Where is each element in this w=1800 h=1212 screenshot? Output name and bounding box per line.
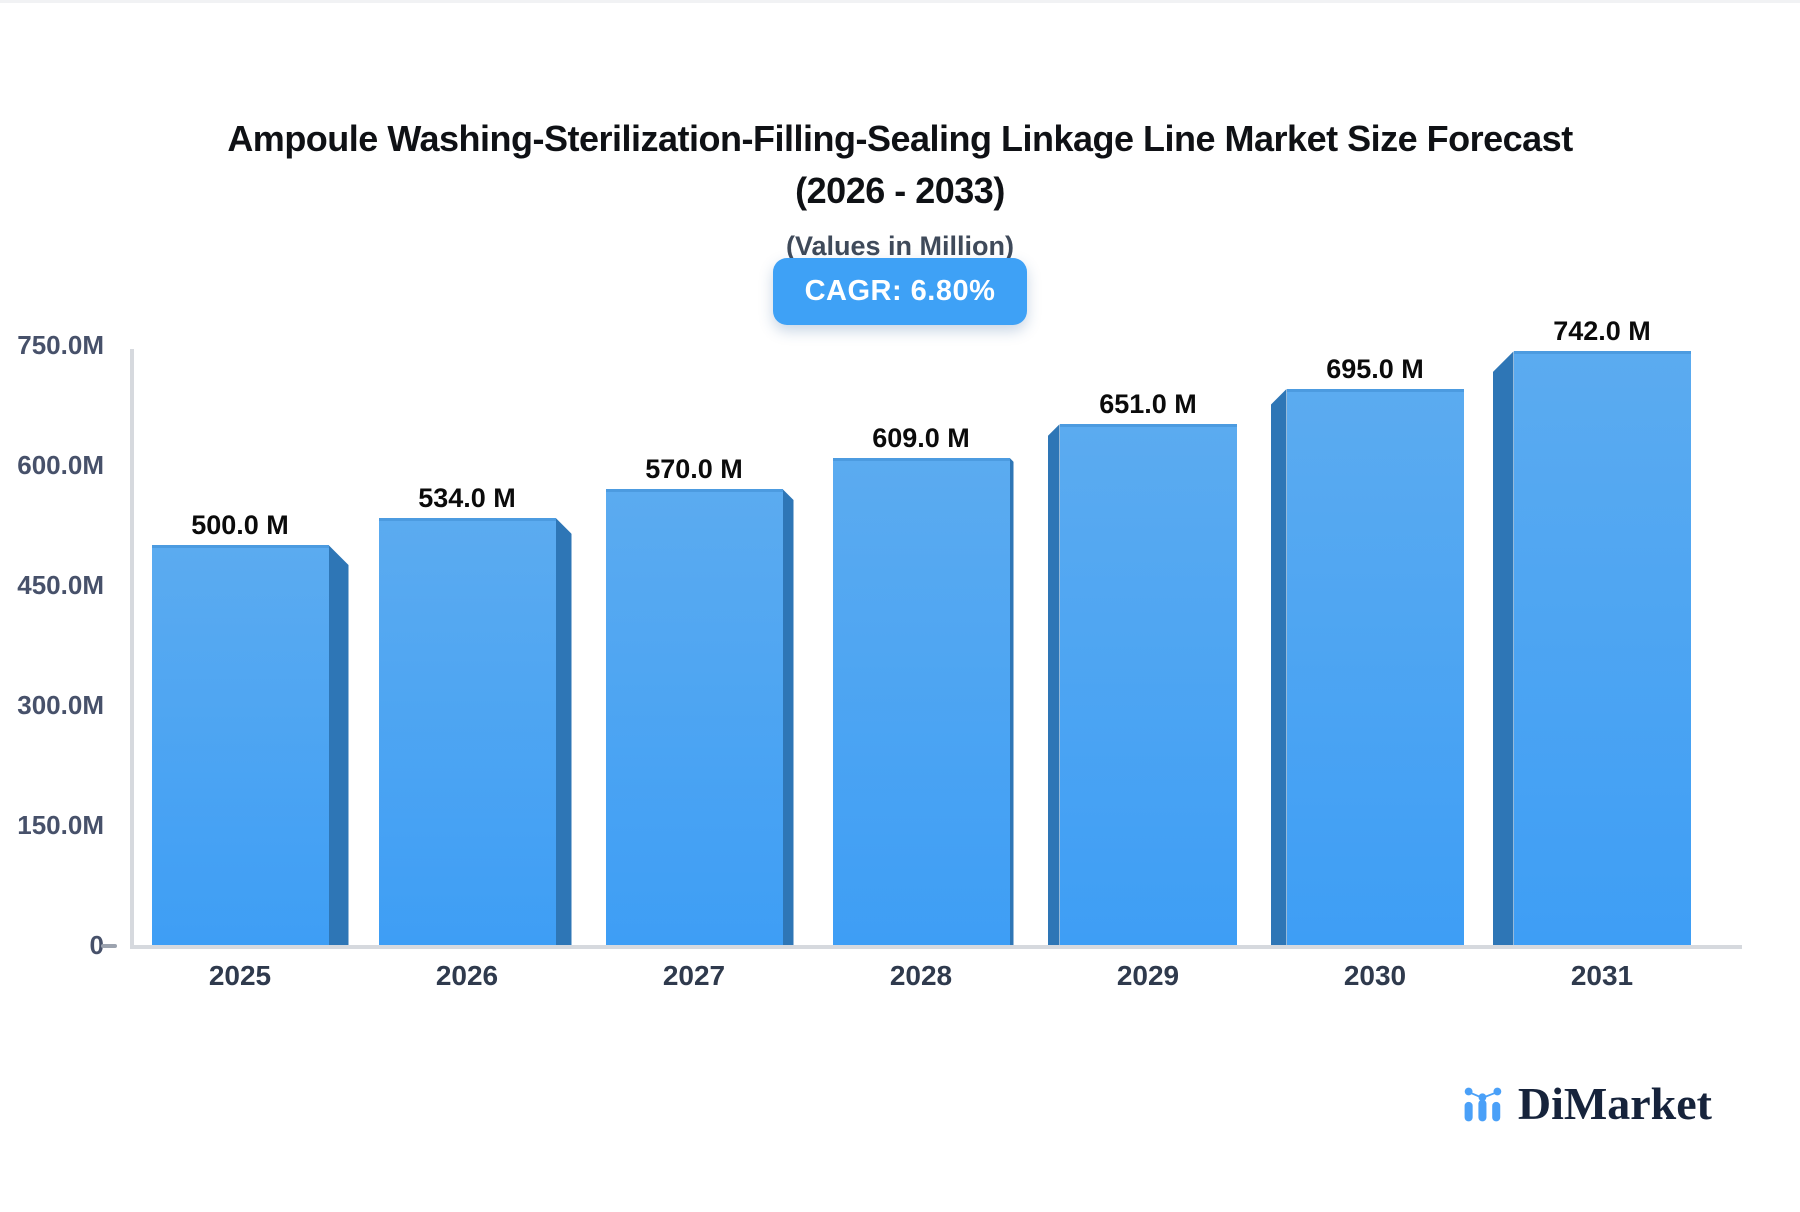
bar-front-2030	[1286, 389, 1464, 945]
bar-chart-sparkline-icon	[1464, 1087, 1502, 1122]
bar-front-2031	[1513, 351, 1691, 945]
chart-title-line1: Ampoule Washing-Sterilization-Filling-Se…	[227, 118, 1573, 159]
bar-side-2028	[1009, 457, 1014, 945]
x-axis-label-2031: 2031	[1570, 960, 1634, 991]
y-tick-label-150: 150.0M	[17, 810, 104, 840]
bar-front-2026	[378, 517, 556, 945]
logo: DiMarket	[1460, 1075, 1712, 1131]
x-axis-label-2030: 2030	[1343, 960, 1407, 991]
x-axis-label-2027: 2027	[662, 960, 726, 991]
zero-tick-mark	[101, 944, 117, 948]
y-tick-label-300: 300.0M	[17, 690, 104, 720]
x-axis-label-2026: 2026	[435, 960, 499, 991]
cagr-badge-row: CAGR: 6.80%	[0, 258, 1800, 325]
y-tick-label-750: 750.0M	[17, 330, 104, 360]
bar-front-2027	[605, 489, 783, 945]
bar-front-2029	[1059, 424, 1237, 945]
bar-chart: 750.0M 600.0M 450.0M 300.0M 150.0M 0 500.0 M 20…	[0, 3, 1800, 1212]
bar-side-2029	[1047, 424, 1060, 945]
x-axis-label-2029: 2029	[1116, 960, 1180, 991]
bar-side-2025	[328, 545, 349, 945]
bar-value-label-2029: 651.0 M	[1099, 389, 1197, 420]
bar-front-2025	[151, 545, 329, 945]
bar-side-2030	[1270, 389, 1287, 945]
bar-value-label-2027: 570.0 M	[645, 454, 743, 484]
y-tick-label-600: 600.0M	[17, 450, 104, 480]
bar-value-label-2025: 500.0 M	[191, 510, 289, 540]
x-axis-label-2025: 2025	[208, 960, 272, 991]
bar-side-2027	[782, 489, 794, 945]
y-axis-line	[130, 349, 134, 949]
chart-title: Ampoule Washing-Sterilization-Filling-Se…	[0, 113, 1800, 217]
chart-subtitle: (Values in Million)	[785, 231, 1015, 261]
x-axis-label-2028: 2028	[889, 960, 953, 991]
x-axis-line	[130, 945, 1742, 949]
bar-side-2026	[555, 517, 572, 945]
y-tick-label-450: 450.0M	[17, 570, 104, 600]
y-tick-label-0: 0	[89, 930, 104, 960]
bar-front-2028	[832, 457, 1010, 945]
chart-title-line2: (2026 - 2033)	[795, 170, 1005, 211]
bar-value-label-2026: 534.0 M	[418, 482, 516, 513]
cagr-badge: CAGR: 6.80%	[772, 258, 1028, 325]
bar-value-label-2030: 695.0 M	[1326, 354, 1424, 384]
bar-value-label-2031: 742.0 M	[1553, 316, 1651, 347]
bar-value-label-2028: 609.0 M	[872, 422, 970, 453]
logo-text: DiMarket	[1517, 1077, 1712, 1129]
bar-side-2031	[1492, 351, 1514, 945]
